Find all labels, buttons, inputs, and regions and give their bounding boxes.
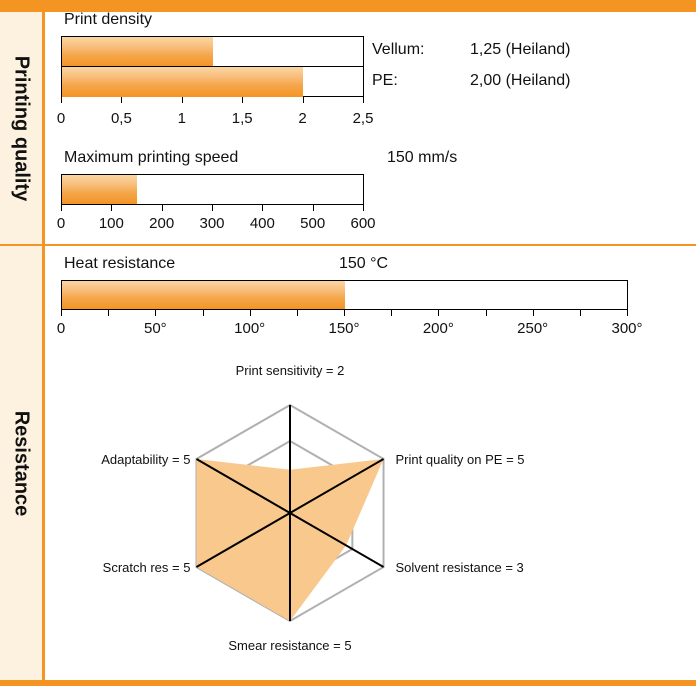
radar-axis-label: Smear resistance = 5: [228, 638, 351, 653]
axis-minor-tick: [108, 310, 110, 316]
axis-minor-tick: [391, 310, 393, 316]
axis-tick: [344, 310, 345, 316]
radar-axis-label: Scratch res = 5: [103, 560, 191, 575]
axis-tick: [61, 205, 62, 211]
axis-tick: [262, 205, 264, 211]
axis-tick: [532, 310, 534, 316]
axis-tick: [61, 310, 62, 316]
tick-label: 300°: [611, 320, 643, 337]
print-density-box: [61, 36, 364, 97]
tick-label: 50°: [143, 320, 167, 337]
tick-label: 400: [249, 215, 275, 232]
tick-label: 2: [298, 110, 307, 127]
radar-axis-line: [195, 458, 291, 514]
radar-axis-label: Print sensitivity = 2: [236, 363, 345, 378]
tick-label: 1,5: [231, 110, 253, 127]
radar-axis-label: Solvent resistance = 3: [396, 560, 524, 575]
tick-label: 100: [98, 215, 124, 232]
sidebar: [0, 12, 45, 680]
top-accent-bar: [0, 0, 696, 12]
tick-label: 0,5: [110, 110, 132, 127]
print-density-title: Print density: [64, 11, 153, 28]
tick-label: 100°: [234, 320, 266, 337]
axis-tick: [61, 97, 62, 103]
axis-minor-tick: [485, 310, 487, 316]
tick-label: 0: [56, 215, 66, 232]
axis-tick: [249, 310, 251, 316]
speed-box: [61, 174, 364, 205]
heat-box: [61, 280, 628, 310]
axis-tick: [161, 205, 163, 211]
axis-tick: [121, 97, 123, 103]
radar-axis-line: [289, 458, 385, 514]
axis-tick: [363, 97, 364, 103]
radar-axis-label: Adaptability = 5: [101, 452, 190, 467]
vellum-value: 1,25 (Heiland): [470, 41, 571, 58]
tick-label: 200: [149, 215, 175, 232]
heat-value: 150 °C: [339, 255, 389, 272]
axis-tick: [111, 205, 113, 211]
axis-tick: [302, 97, 304, 103]
tick-label: 0: [56, 320, 66, 337]
tick-label: 1: [177, 110, 186, 127]
tick-label: 600: [350, 215, 376, 232]
pe-label: PE:: [372, 72, 398, 89]
axis-minor-tick: [202, 310, 204, 316]
bar-vellum: [62, 37, 213, 67]
axis-minor-tick: [296, 310, 298, 316]
axis-tick: [363, 205, 364, 211]
radar-axis-line: [195, 512, 291, 568]
tick-label: 500: [300, 215, 326, 232]
radar-axis-line: [289, 512, 385, 568]
bar-speed: [62, 175, 138, 204]
tick-label: 200°: [422, 320, 454, 337]
tick-label: 2,5: [352, 110, 374, 127]
bar-pe: [62, 67, 303, 97]
section-divider: [0, 244, 696, 246]
bottom-accent-bar: [0, 680, 696, 686]
bar-heat: [62, 281, 345, 309]
heat-title: Heat resistance: [64, 255, 176, 272]
vellum-label: Vellum:: [372, 41, 425, 58]
axis-tick: [312, 205, 314, 211]
speed-title: Maximum printing speed: [64, 149, 239, 166]
axis-tick: [155, 310, 157, 316]
axis-tick: [627, 310, 628, 316]
axis-tick: [438, 310, 440, 316]
axis-minor-tick: [579, 310, 581, 316]
tick-label: 150°: [328, 320, 360, 337]
pe-value: 2,00 (Heiland): [470, 72, 571, 89]
bar-divider: [62, 66, 363, 67]
axis-tick: [181, 97, 183, 103]
tick-label: 250°: [517, 320, 549, 337]
tick-label: 300: [199, 215, 225, 232]
axis-tick: [212, 205, 213, 211]
speed-value: 150 mm/s: [387, 149, 458, 166]
tick-label: 0: [56, 110, 66, 127]
radar-axis-label: Print quality on PE = 5: [396, 452, 525, 467]
axis-tick: [242, 97, 244, 103]
